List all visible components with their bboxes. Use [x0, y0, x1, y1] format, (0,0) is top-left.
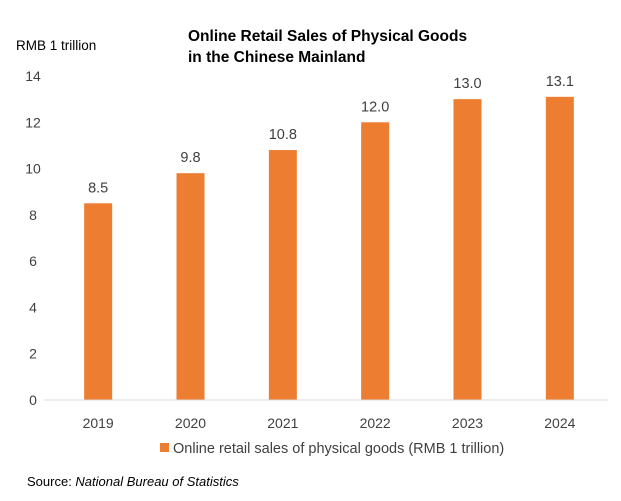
data-label-2020: 9.8	[180, 150, 200, 166]
source-prefix: Source:	[27, 474, 76, 489]
x-tick-label: 2024	[544, 415, 575, 431]
bar-2023	[453, 99, 482, 401]
bar-2019	[84, 203, 113, 400]
source-name: National Bureau of Statistics	[75, 474, 239, 489]
y-tick-label: 6	[29, 253, 37, 269]
bar-2020	[176, 173, 205, 400]
y-tick-label: 12	[25, 114, 41, 130]
legend-swatch	[160, 443, 169, 452]
bar-2021	[268, 150, 297, 400]
y-tick-label: 2	[29, 346, 37, 362]
data-label-2023: 13.0	[453, 76, 481, 92]
data-label-2021: 10.8	[269, 127, 297, 143]
chart-title-line-1: Online Retail Sales of Physical Goods	[188, 28, 467, 45]
x-tick-label: 2022	[360, 415, 391, 431]
y-tick-label: 14	[25, 68, 41, 84]
legend-label: Online retail sales of physical goods (R…	[173, 441, 504, 457]
y-tick-label: 0	[29, 392, 37, 408]
y-tick-label: 10	[25, 161, 41, 177]
bar-2024	[545, 96, 574, 400]
x-tick-label: 2020	[175, 415, 206, 431]
x-axis-ticks: 2019 2020 2021 2022 2023 2024	[83, 415, 576, 431]
x-tick-label: 2019	[83, 415, 114, 431]
y-tick-label: 8	[29, 207, 37, 223]
data-label-2022: 12.0	[361, 99, 389, 115]
y-axis-unit-label: RMB 1 trillion	[16, 38, 96, 53]
bars: 8.5 9.8 10.8 12.0 13.0 13.1	[84, 74, 574, 401]
data-label-2024: 13.1	[546, 74, 574, 90]
y-tick-label: 4	[29, 299, 37, 315]
bar-2022	[361, 122, 390, 401]
chart-title-line-2: in the Chinese Mainland	[188, 49, 365, 66]
data-label-2019: 8.5	[88, 180, 108, 196]
x-tick-label: 2023	[452, 415, 483, 431]
y-axis-ticks: 0 2 4 6 8 10 12 14	[25, 68, 41, 408]
source-note: Source: National Bureau of Statistics	[27, 474, 239, 489]
x-tick-label: 2021	[267, 415, 298, 431]
